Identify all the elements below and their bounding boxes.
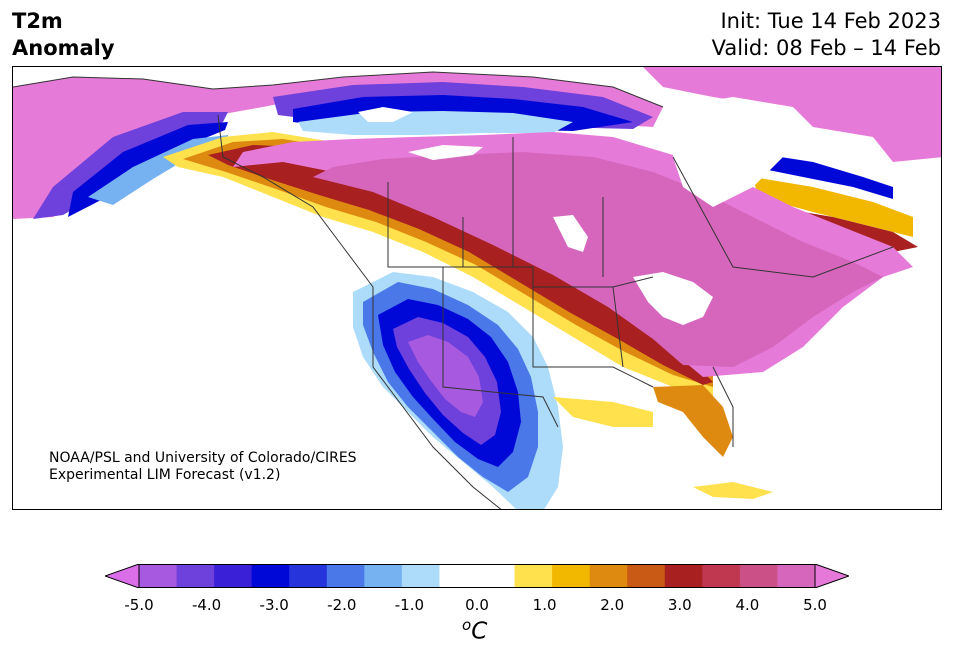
valid-range: Valid: 08 Feb – 14 Feb	[711, 36, 941, 60]
colorbar-tick-label: -1.0	[394, 596, 425, 614]
colorbar-units: oC	[462, 616, 487, 645]
units-letter: C	[471, 618, 488, 645]
southeast-orange	[653, 385, 733, 457]
colorbar-extend-high	[814, 564, 849, 588]
colorbar-outline	[138, 564, 816, 588]
colorbar	[105, 564, 849, 588]
great-lakes	[633, 272, 713, 325]
colorbar-segment	[289, 564, 328, 588]
colorbar-tick-label: 2.0	[600, 596, 625, 614]
units-degree: o	[462, 616, 472, 634]
credit-line-1: NOAA/PSL and University of Colorado/CIRE…	[49, 450, 357, 466]
colorbar-segment	[477, 564, 516, 588]
forecast-dates: Init: Tue 14 Feb 2023 Valid: 08 Feb – 14…	[712, 8, 941, 62]
gulf-yellow	[553, 397, 653, 427]
colorbar-segment	[627, 564, 666, 588]
colorbar-tick-label: 4.0	[735, 596, 760, 614]
title-line-1: T2m	[12, 9, 63, 33]
colorbar-segment	[364, 564, 403, 588]
colorbar-segment	[251, 564, 290, 588]
lake-white-1	[408, 145, 483, 160]
colorbar-ticks: -5.0 -4.0 -3.0 -2.0 -1.0 0.0 1.0 2.0 3.0 4.0 5.0	[0, 596, 953, 616]
colorbar-segment	[552, 564, 591, 588]
warm-ribbon-orange	[183, 139, 713, 387]
hudson-blue	[748, 152, 893, 199]
colorbar-segment	[401, 564, 440, 588]
interior-hot-inner	[313, 152, 883, 367]
map-title: T2m Anomaly	[12, 8, 115, 62]
colorbar-tick-label: 0.0	[465, 596, 489, 614]
colorbar-segment	[589, 564, 628, 588]
colorbar-segment	[439, 564, 478, 588]
hudson-bay	[673, 97, 813, 207]
colorbar-segment	[176, 564, 215, 588]
colorbar-tick-label: 1.0	[532, 596, 557, 614]
lake-white-3	[358, 107, 413, 122]
colorbar-segment	[326, 564, 365, 588]
warm-ribbon-red	[208, 145, 713, 385]
init-date: Init: Tue 14 Feb 2023	[720, 9, 941, 33]
credit-line-2: Experimental LIM Forecast (v1.2)	[49, 467, 281, 483]
title-line-2: Anomaly	[12, 36, 115, 60]
labrador-orange	[753, 177, 913, 237]
anomaly-map	[12, 66, 942, 510]
colorbar-tick-label: 3.0	[667, 596, 692, 614]
southwest-violet	[408, 335, 483, 417]
colorbar-tick-label: -2.0	[327, 596, 357, 614]
colorbar-segment	[739, 564, 778, 588]
colorbar-segment	[514, 564, 553, 588]
colorbar-segment	[214, 564, 253, 588]
colorbar-tick-label: -4.0	[191, 596, 222, 614]
lake-white-2	[553, 215, 588, 252]
colorbar-segment	[664, 564, 703, 588]
colorbar-tick-label: -3.0	[259, 596, 289, 614]
colorbar-extend-low	[105, 564, 140, 588]
borders	[13, 71, 894, 509]
colorbar-tick-label: 5.0	[803, 596, 827, 614]
colorbar-segment	[702, 564, 741, 588]
colorbar-segment	[777, 564, 816, 588]
colorbar-segment	[139, 564, 178, 588]
credit-text: NOAA/PSL and University of Colorado/CIRE…	[49, 450, 357, 484]
colorbar-tick-label: -5.0	[124, 596, 154, 614]
map-svg	[13, 67, 941, 509]
cuba-yellow	[693, 482, 773, 499]
warm-ribbon-yellow	[163, 132, 713, 397]
